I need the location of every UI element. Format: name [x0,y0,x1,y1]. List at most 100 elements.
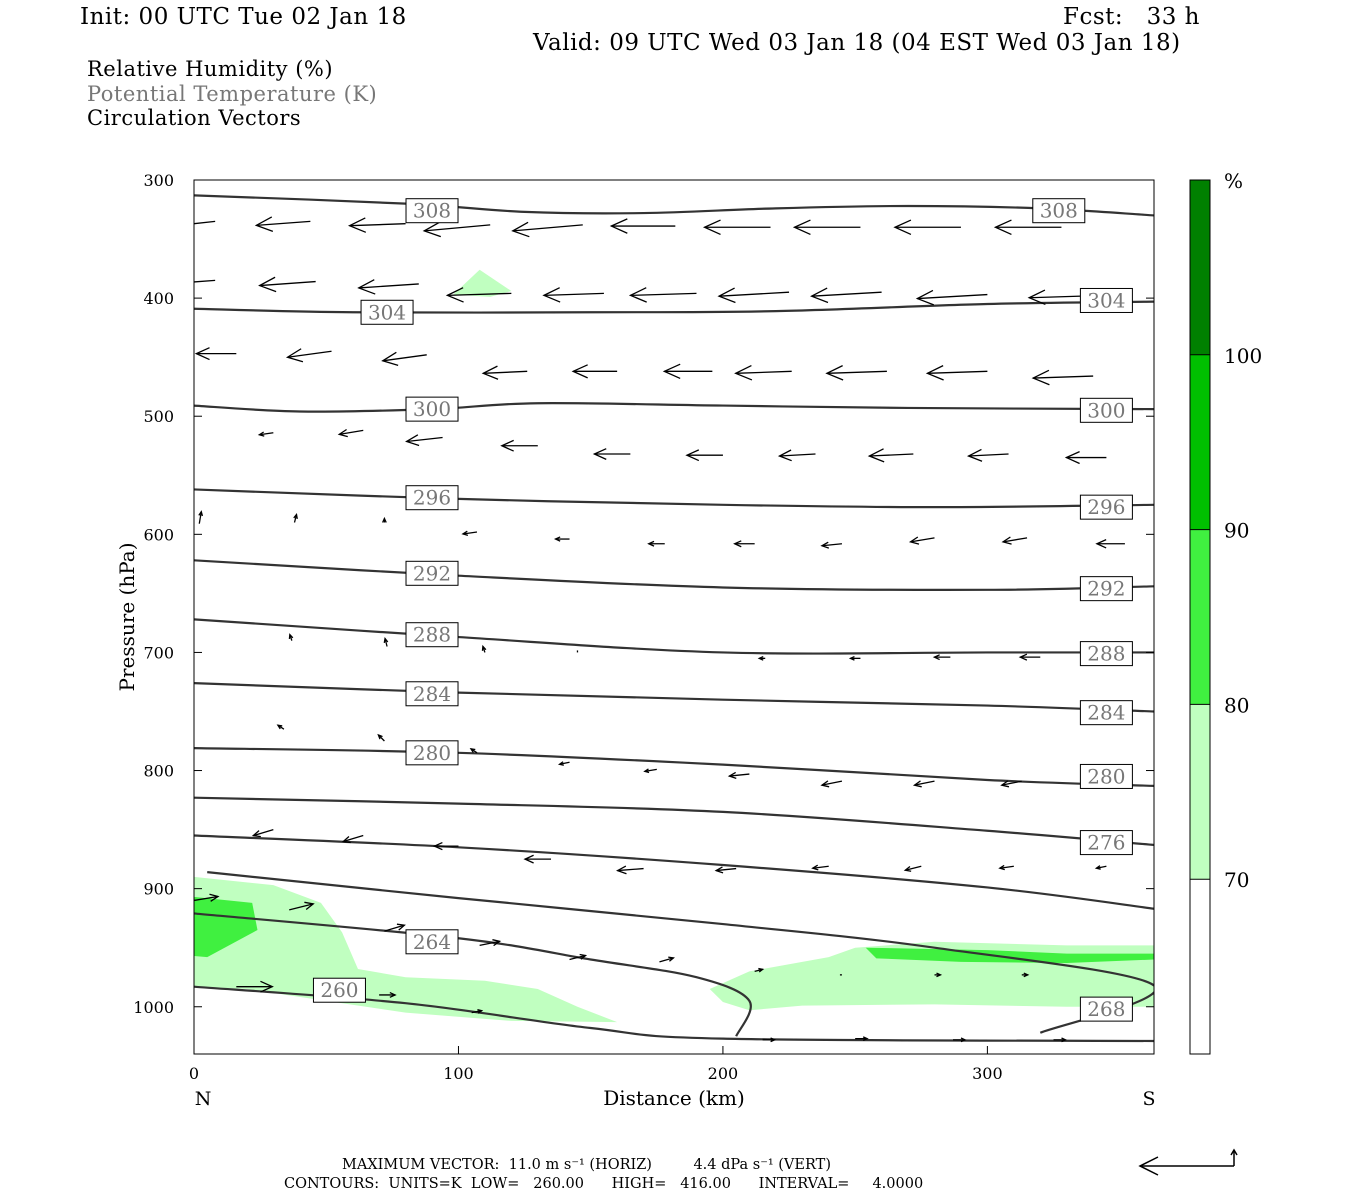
theta-contour-308 [194,194,1154,217]
svg-text:280: 280 [413,741,451,765]
reference-vector [1138,1148,1238,1176]
theta-contour-272 [194,834,1154,910]
circulation-vector [855,1036,869,1042]
circulation-vector [337,428,364,438]
circulation-vector [893,219,961,236]
colorbar-frame [1189,179,1211,1055]
circulation-vector [557,761,570,766]
rh-region-70 [453,269,512,297]
circulation-vector [571,364,618,379]
circulation-vector [377,733,385,742]
theta-label: 280 [405,740,459,766]
circulation-vector [258,276,316,293]
svg-text:284: 284 [413,682,451,706]
svg-text:300: 300 [413,397,451,421]
y-tick-label: 1000 [133,998,174,1017]
x-tick-label: 300 [972,1064,1003,1083]
circulation-vector [347,217,406,233]
y-tick-label: 800 [143,762,174,781]
circulation-vector [1021,972,1030,978]
circulation-vector [616,865,644,875]
circulation-vector [285,348,332,363]
x-tick-label: 100 [443,1064,474,1083]
circulation-vector [194,893,220,902]
circulation-vector [998,864,1014,871]
circulation-vector [966,448,1009,462]
theta-contour-280 [194,747,1154,787]
circulation-vector [481,644,487,653]
circulation-vector [445,287,512,303]
svg-text:288: 288 [1087,642,1125,666]
footer-contours: CONTOURS: UNITS=K LOW= 260.00 HIGH= 416.… [284,1176,924,1192]
x-end-label-n: N [195,1088,212,1110]
circulation-vector [714,866,737,874]
theta-label: 268 [1079,996,1133,1022]
circulation-vector [733,540,755,548]
theta-label: 296 [405,485,459,511]
colorbar-label: 100 [1224,344,1262,368]
circulation-vector [792,219,861,236]
y-tick-label: 300 [143,171,174,190]
circulation-vector [757,655,766,661]
circulation-vector [198,510,204,524]
svg-text:276: 276 [1087,831,1125,855]
circulation-vector [777,449,816,462]
y-tick-label: 400 [143,289,174,308]
circulation-vector [288,633,294,641]
circulation-vector [993,219,1062,236]
circulation-vectors [194,216,1133,1043]
circulation-vector [479,939,502,947]
circulation-vector [1094,865,1107,870]
circulation-vector [1018,653,1041,661]
colorbar-label: 90 [1224,519,1249,543]
circulation-vector [194,279,216,283]
svg-text:300: 300 [1087,398,1125,422]
colorbar-segment [1190,704,1210,880]
svg-text:268: 268 [1087,997,1125,1021]
rh-shading [194,269,1154,1023]
x-end-label-s: S [1142,1088,1155,1110]
theta-label: 284 [1079,700,1133,726]
y-tick-label: 600 [143,525,174,544]
plot-frame [193,179,1155,1055]
theta-label: 304 [1079,287,1133,313]
circulation-vector [289,901,315,911]
circulation-vector [662,363,713,380]
circulation-vector [915,289,988,306]
circulation-vector [592,448,631,460]
circulation-vector [848,655,861,661]
svg-text:264: 264 [413,930,451,954]
circulation-vector [194,347,237,361]
circulation-vector [384,923,406,932]
circulation-vector [542,287,604,303]
circulation-vector [825,365,887,381]
theta-label: 284 [405,681,459,707]
circulation-vector [469,747,478,754]
circulation-vector [810,287,882,304]
colorbar-unit: % [1224,169,1243,193]
axes: 0 100 200 300 300 400 500 600 700 800 900 1000 [133,171,1154,1083]
circulation-vector [251,828,274,838]
circulation-vector [820,780,843,788]
theta-label: 296 [1079,494,1133,520]
y-tick-label: 500 [143,407,174,426]
circulation-vector [257,431,274,437]
y-axis-label: Pressure (hPa) [115,543,139,692]
theta-contour-264 [194,912,752,1037]
theta-contour-304 [194,300,1154,314]
circulation-vector [912,780,935,788]
circulation-vector [685,449,723,462]
legend-theta: Potential Temperature (K) [87,82,378,106]
theta-label: 300 [1079,397,1133,423]
theta-contour-288 [194,618,1154,655]
theta-label: 292 [1079,576,1133,602]
circulation-vector [908,536,935,545]
circulation-vector [293,512,298,523]
circulation-vector [432,841,459,851]
circulation-vector [382,516,387,523]
circulation-vector [341,834,364,844]
colorbar-segment [1190,529,1210,705]
theta-labels: 308 308 304 304 300 300 296 296 292 292 288 288 284 2… [312,198,1133,1022]
circulation-vector [481,365,528,380]
